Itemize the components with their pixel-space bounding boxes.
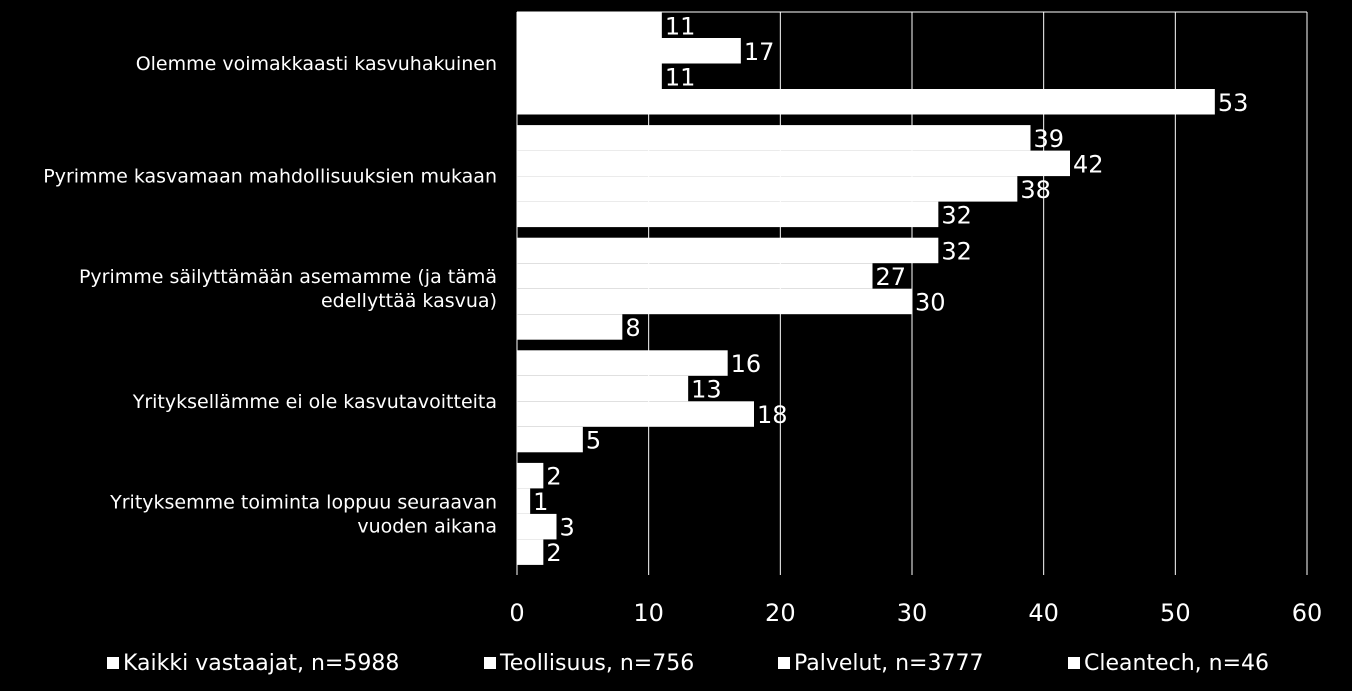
bar xyxy=(517,426,583,453)
bar xyxy=(517,539,544,565)
bar xyxy=(517,176,1018,202)
legend-label: Teollisuus, n=756 xyxy=(499,651,694,676)
data-label: 3 xyxy=(560,514,575,542)
bar xyxy=(517,350,728,376)
legend-swatch xyxy=(1068,657,1080,669)
data-label: 2 xyxy=(546,463,561,491)
legend-label: Palvelut, n=3777 xyxy=(794,651,983,676)
x-tick-label: 60 xyxy=(1292,599,1323,627)
data-label: 8 xyxy=(625,314,640,342)
x-tick-label: 10 xyxy=(633,599,664,627)
legend-swatch xyxy=(484,657,496,669)
data-label: 17 xyxy=(744,38,775,66)
bar xyxy=(517,63,662,89)
data-label: 1 xyxy=(533,488,548,516)
data-label: 11 xyxy=(665,12,696,40)
bar xyxy=(517,150,1070,177)
data-label: 5 xyxy=(586,427,601,455)
bar xyxy=(517,314,623,340)
x-tick-label: 50 xyxy=(1160,599,1191,627)
category-label: Pyrimme säilyttämään asemamme (ja tämä ed… xyxy=(79,266,497,312)
category-label: Olemme voimakkaasti kasvuhakuinen xyxy=(136,53,497,75)
bar xyxy=(517,488,531,514)
bar xyxy=(517,513,557,540)
bar xyxy=(517,263,873,289)
bar xyxy=(517,38,741,64)
data-label: 53 xyxy=(1218,89,1249,117)
data-label: 13 xyxy=(691,376,722,404)
category-label: Pyrimme kasvamaan mahdollisuuksien mukaa… xyxy=(43,166,497,188)
bar xyxy=(517,201,939,228)
legend-swatch xyxy=(778,657,790,669)
bar xyxy=(517,375,689,402)
data-label: 32 xyxy=(941,201,972,229)
data-label: 39 xyxy=(1034,125,1065,153)
data-label: 32 xyxy=(941,237,972,265)
data-label: 18 xyxy=(757,401,788,429)
x-tick-label: 0 xyxy=(509,599,524,627)
bar xyxy=(517,125,1031,151)
category-label: Yrityksellämme ei ole kasvutavoitteita xyxy=(132,391,497,413)
data-label: 16 xyxy=(731,350,762,378)
x-tick-label: 40 xyxy=(1028,599,1059,627)
data-label: 30 xyxy=(915,288,946,316)
category-label: Yrityksemme toiminta loppuu seuraavan vuo… xyxy=(109,491,497,537)
x-tick-label: 30 xyxy=(897,599,928,627)
data-label: 38 xyxy=(1020,176,1051,204)
data-label: 11 xyxy=(665,63,696,91)
legend-swatch xyxy=(107,657,119,669)
data-label: 27 xyxy=(876,263,907,291)
data-label: 2 xyxy=(546,539,561,567)
x-tick-label: 20 xyxy=(765,599,796,627)
bar xyxy=(517,462,544,489)
bar xyxy=(517,401,754,427)
bar xyxy=(517,12,662,38)
legend-label: Cleantech, n=46 xyxy=(1084,651,1269,676)
bar xyxy=(517,89,1215,115)
legend-label: Kaikki vastaajat, n=5988 xyxy=(123,651,399,676)
bar xyxy=(517,237,939,264)
bar xyxy=(517,288,912,315)
data-label: 42 xyxy=(1073,150,1104,178)
